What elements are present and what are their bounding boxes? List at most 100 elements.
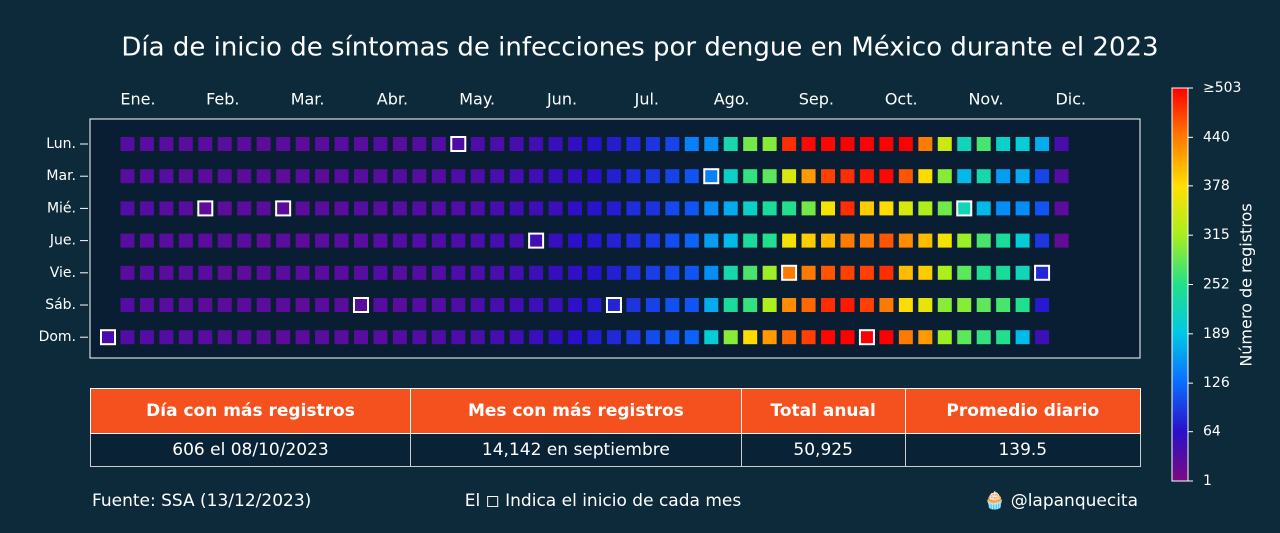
day-cell <box>178 265 193 280</box>
day-cell <box>606 201 621 216</box>
day-cell <box>315 201 330 216</box>
day-cell <box>1035 298 1050 312</box>
day-cell <box>684 265 699 280</box>
day-cell <box>139 330 154 345</box>
day-cell <box>568 201 583 216</box>
day-cell <box>295 265 310 280</box>
day-cell <box>587 233 602 248</box>
day-cell <box>840 137 855 151</box>
day-cell <box>606 330 621 345</box>
cell: 14,142 en septiembre <box>409 433 742 467</box>
day-cell <box>1015 169 1030 184</box>
day-cell <box>859 201 874 216</box>
day-cell <box>237 265 252 280</box>
day-cell <box>937 169 952 184</box>
day-cell <box>509 201 524 216</box>
day-cell <box>548 137 563 151</box>
day-cell <box>840 169 855 184</box>
month-label: Oct. <box>885 90 918 109</box>
month-label: Mar. <box>291 90 325 109</box>
day-cell <box>996 137 1011 151</box>
day-cell <box>315 169 330 184</box>
day-cell <box>859 265 874 280</box>
day-cell <box>139 298 154 312</box>
day-cell <box>743 265 758 280</box>
day-cell <box>723 201 738 216</box>
day-cell <box>1034 264 1051 281</box>
day-cell <box>1035 201 1050 216</box>
day-cell <box>392 265 407 280</box>
day-cell <box>276 137 291 151</box>
day-cell <box>159 137 174 151</box>
day-cell <box>879 298 894 312</box>
day-cell <box>996 265 1011 280</box>
day-cell <box>762 330 777 345</box>
day-cell <box>431 330 446 345</box>
day-cell <box>353 137 368 151</box>
month-label: Sep. <box>799 90 834 109</box>
day-cell <box>801 169 816 184</box>
day-cell <box>898 137 913 151</box>
row-label: Lun. <box>46 136 76 152</box>
day-cell <box>529 201 544 216</box>
day-cell <box>509 137 524 151</box>
month-label: Ago. <box>714 90 750 109</box>
day-cell <box>879 169 894 184</box>
day-cell <box>490 137 505 151</box>
day-cell <box>801 137 816 151</box>
day-cell <box>1054 137 1069 151</box>
day-cell <box>139 201 154 216</box>
day-cell <box>373 330 388 345</box>
day-cell <box>295 169 310 184</box>
day-cell <box>159 169 174 184</box>
day-cell <box>723 233 738 248</box>
day-cell <box>645 265 660 280</box>
day-cell <box>743 137 758 151</box>
day-cell <box>334 330 349 345</box>
day-cell <box>198 169 213 184</box>
header-cell: Mes con más registros <box>409 388 742 434</box>
day-cell <box>352 297 369 313</box>
day-cell <box>529 265 544 280</box>
day-cell <box>762 233 777 248</box>
day-cell <box>918 201 933 216</box>
day-cell <box>704 233 719 248</box>
day-cell <box>256 298 271 312</box>
day-cell <box>587 137 602 151</box>
day-cell <box>315 298 330 312</box>
day-cell <box>859 137 874 151</box>
day-cell <box>451 201 466 216</box>
day-cell <box>684 201 699 216</box>
day-cell <box>704 265 719 280</box>
day-cell <box>587 330 602 345</box>
month-label: Jul. <box>634 90 659 109</box>
day-cell <box>840 233 855 248</box>
day-cell <box>568 233 583 248</box>
row-label: Dom. <box>39 329 76 345</box>
day-cell <box>198 330 213 345</box>
day-cell <box>509 169 524 184</box>
row-label: Mar. <box>46 168 76 184</box>
day-cell <box>976 137 991 151</box>
day-cell <box>996 298 1011 312</box>
day-cell <box>568 298 583 312</box>
day-cell <box>723 265 738 280</box>
day-cell <box>120 265 135 280</box>
day-cell <box>256 169 271 184</box>
day-cell <box>1035 169 1050 184</box>
day-cell <box>587 169 602 184</box>
day-cell <box>412 201 427 216</box>
day-cell <box>392 298 407 312</box>
day-cell <box>431 298 446 312</box>
day-cell <box>937 201 952 216</box>
day-cell <box>392 330 407 345</box>
day-cell <box>918 233 933 248</box>
day-cell <box>373 265 388 280</box>
day-cell <box>976 298 991 312</box>
day-cell <box>645 298 660 312</box>
day-cell <box>451 265 466 280</box>
day-cell <box>237 137 252 151</box>
day-cell <box>684 330 699 345</box>
day-cell <box>451 330 466 345</box>
